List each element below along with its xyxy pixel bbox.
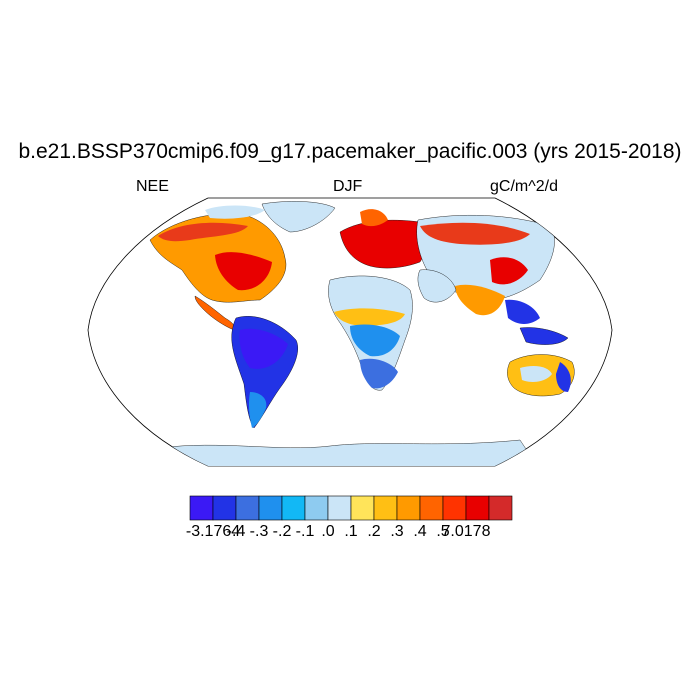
australia-east-coast <box>556 362 571 392</box>
colorbar-tick-label: -.1 <box>295 523 315 540</box>
antarctica-landmass <box>149 439 541 466</box>
colorbar-swatch <box>304 495 329 521</box>
colorbar-tick-label: .1 <box>344 523 358 540</box>
colorbar-swatch <box>258 495 283 521</box>
colorbar-swatch <box>373 495 398 521</box>
colorbar-swatch <box>235 495 260 521</box>
colorbar-tick-label: -.2 <box>272 523 292 540</box>
colorbar-tick-label: .5 <box>436 523 450 540</box>
central-africa <box>350 324 400 357</box>
colorbar-swatch <box>327 495 352 521</box>
colorbar-swatch <box>488 495 513 521</box>
colorbar-swatch <box>189 495 214 521</box>
greenland-landmass <box>261 201 336 233</box>
land-layer <box>149 201 593 466</box>
colorbar-swatch <box>281 495 306 521</box>
southern-africa <box>360 358 398 389</box>
australia-interior <box>520 366 552 382</box>
colorbar-tick-label: -3.1764 <box>185 523 241 540</box>
south-asia <box>455 284 505 316</box>
colorbar-swatch <box>442 495 467 521</box>
units-label: gC/m^2/d <box>490 178 558 195</box>
southeast-asia <box>505 299 540 324</box>
colorbar-tick-label: 7.0178 <box>441 523 491 540</box>
colorbar-swatch <box>396 495 421 521</box>
north-america-east-hotspot <box>215 252 272 291</box>
amazon-core <box>239 328 288 369</box>
colorbar-tick-label: .3 <box>390 523 404 540</box>
variable-label: NEE <box>136 178 169 195</box>
colorbar-swatch <box>465 495 490 521</box>
middle-east-landmass <box>417 269 457 303</box>
siberia-band <box>420 222 530 245</box>
canada-north-band <box>158 222 248 242</box>
plot-title: b.e21.BSSP370cmip6.f09_g17.pacemaker_pac… <box>18 140 682 163</box>
colorbar-tick-label: .0 <box>321 523 335 540</box>
east-asia-hotspot <box>490 257 528 285</box>
new-zealand <box>583 395 593 411</box>
colorbar-swatch <box>419 495 444 521</box>
colorbar-tick-label: -.4 <box>226 523 246 540</box>
sahel-band <box>334 308 405 326</box>
colorbar-swatch <box>212 495 237 521</box>
colorbar-swatch <box>350 495 375 521</box>
arctic-islands <box>205 205 265 219</box>
colorbar-tick-label: -.3 <box>249 523 269 540</box>
south-america-south <box>248 392 267 428</box>
scandinavia <box>360 209 388 227</box>
maritime-continent <box>519 327 569 345</box>
colorbar <box>189 495 513 521</box>
colorbar-tick-label: .4 <box>413 523 427 540</box>
season-label: DJF <box>333 178 363 195</box>
colorbar-tick-label: .2 <box>367 523 381 540</box>
